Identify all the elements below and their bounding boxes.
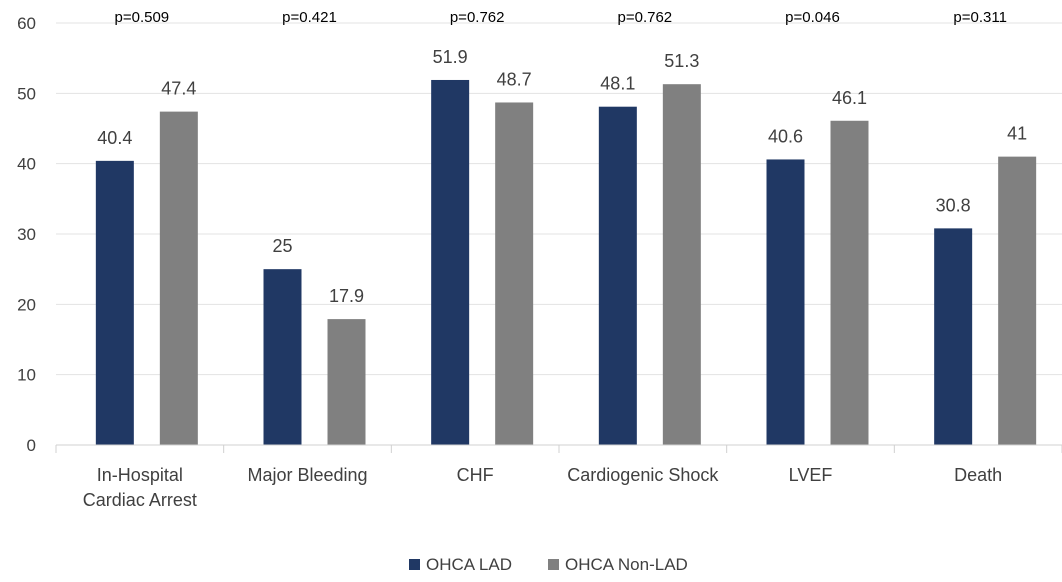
- y-tick-label: 40: [17, 155, 36, 174]
- p-value-label: p=0.311: [953, 9, 1007, 26]
- bar-ohca-lad: [934, 228, 973, 445]
- legend-swatch: [548, 559, 559, 570]
- y-axis: 0 10 20 30 40 50 60: [17, 14, 36, 455]
- data-label: 47.4: [161, 79, 196, 99]
- bar-ohca-non-lad: [998, 156, 1037, 445]
- p-value-label: p=0.762: [450, 9, 505, 26]
- bar-ohca-lad: [598, 106, 637, 446]
- p-value-label: p=0.509: [115, 9, 170, 26]
- x-category-label: Cardiac Arrest: [83, 490, 197, 510]
- data-label: 25: [272, 236, 292, 256]
- y-tick-label: 10: [17, 366, 36, 385]
- p-value-label: p=0.762: [618, 9, 673, 26]
- x-category-label: Major Bleeding: [247, 465, 367, 485]
- p-value-labels: p=0.509 p=0.421 p=0.762 p=0.762 p=0.046 p=0.3…: [115, 9, 1007, 26]
- bar-ohca-non-lad: [495, 102, 534, 445]
- data-label: 40.6: [768, 126, 803, 146]
- x-category-label: Cardiogenic Shock: [567, 465, 719, 485]
- data-labels: 40.4 47.4 25 17.9 51.9 48.7 48.1 51.3 40.6 46.1 30…: [97, 47, 1027, 306]
- data-label: 51.3: [664, 51, 699, 71]
- bar-ohca-non-lad: [830, 120, 869, 445]
- legend-swatch: [409, 559, 420, 570]
- bar-ohca-lad: [95, 160, 134, 445]
- x-category-label: Death: [954, 465, 1002, 485]
- data-label: 17.9: [329, 286, 364, 306]
- legend[interactable]: OHCA LAD OHCA Non-LAD: [409, 555, 688, 574]
- p-value-label: p=0.421: [282, 9, 337, 26]
- gridlines: [56, 22, 1062, 376]
- bar-ohca-lad: [263, 269, 302, 445]
- x-axis: In-Hospital Cardiac Arrest Major Bleeding C…: [55, 444, 1062, 510]
- x-category-label: LVEF: [789, 465, 833, 485]
- legend-label[interactable]: OHCA Non-LAD: [565, 555, 688, 574]
- bar-ohca-non-lad: [327, 319, 366, 445]
- legend-label[interactable]: OHCA LAD: [426, 555, 512, 574]
- y-tick-label: 20: [17, 295, 36, 314]
- data-label: 46.1: [832, 88, 867, 108]
- data-label: 51.9: [433, 47, 468, 67]
- bar-ohca-non-lad: [662, 84, 701, 445]
- bar-ohca-non-lad: [159, 111, 198, 446]
- data-label: 48.7: [497, 69, 532, 89]
- x-category-label: In-Hospital: [97, 465, 183, 485]
- bar-ohca-lad: [431, 79, 470, 445]
- data-label: 40.4: [97, 128, 132, 148]
- y-tick-label: 50: [17, 84, 36, 103]
- data-label: 48.1: [600, 74, 635, 94]
- y-tick-label: 0: [27, 436, 36, 455]
- bars: [95, 79, 1037, 446]
- x-category-label: CHF: [457, 465, 494, 485]
- bar-ohca-lad: [766, 159, 805, 446]
- y-tick-label: 30: [17, 225, 36, 244]
- p-value-label: p=0.046: [785, 9, 840, 26]
- y-tick-label: 60: [17, 14, 36, 33]
- data-label: 41: [1007, 124, 1027, 144]
- data-label: 30.8: [936, 195, 971, 215]
